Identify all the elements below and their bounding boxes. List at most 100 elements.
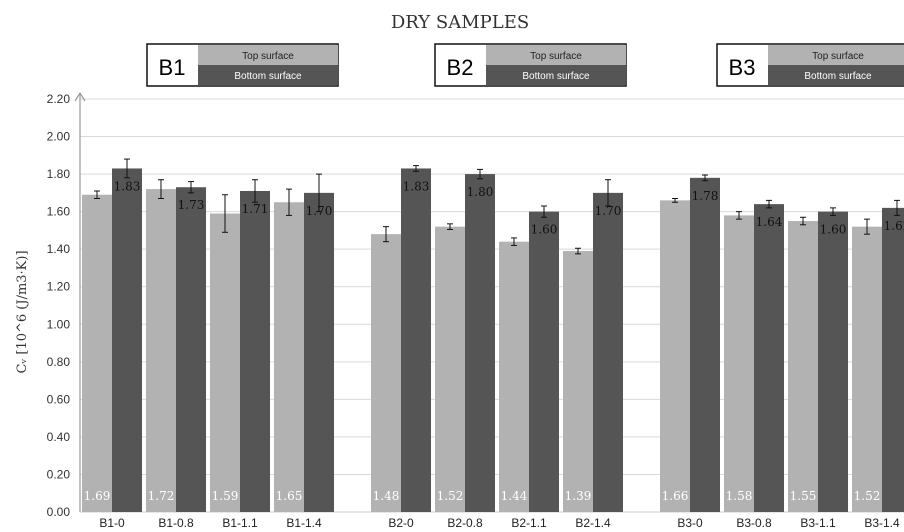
x-tick-label: B3-1.1	[800, 516, 836, 530]
bars: 1.69 1.83 B1-0 1.72 1.73 B1-0.8 1.59 1.71 B1-1.1…	[82, 158, 904, 530]
error-bar	[158, 179, 164, 199]
x-tick-label: B2-1.4	[575, 516, 611, 530]
data-label-top-surface: 1.52	[437, 489, 464, 503]
x-tick-label: B1-0	[99, 516, 125, 530]
legend-swatch-top-surface	[198, 45, 338, 65]
data-label-bottom-surface: 1.60	[820, 223, 847, 237]
data-label-bottom-surface: 1.70	[595, 204, 622, 218]
error-bar	[413, 165, 419, 172]
y-axis: 0.00 0.20 0.40 0.60 0.80 1.00 1.20 1.40 1.60 1.80…	[47, 91, 904, 519]
legend-swatch-top-surface	[768, 45, 904, 65]
bar-top-surface	[435, 226, 465, 512]
legend-label-top-surface: Top surface	[530, 51, 582, 62]
x-tick-label: B2-1.1	[511, 516, 547, 530]
y-tick-label: 2.20	[47, 92, 71, 106]
error-bar	[672, 197, 678, 203]
error-bar	[864, 218, 870, 235]
data-label-top-surface: 1.65	[276, 489, 303, 503]
bar-top-surface	[563, 251, 593, 513]
data-label-bottom-surface: 1.80	[467, 185, 494, 199]
bar-bottom-surface	[529, 211, 559, 513]
data-label-bottom-surface: 1.73	[178, 198, 205, 212]
error-bar	[894, 199, 900, 216]
bar-bottom-surface	[112, 168, 142, 512]
error-bar	[736, 211, 742, 220]
bar-top-surface	[724, 215, 754, 512]
y-tick-label: 2.00	[47, 130, 71, 144]
error-bar	[124, 158, 130, 179]
y-tick-label: 0.20	[47, 467, 71, 481]
bar-bottom-surface	[176, 187, 206, 512]
data-label-bottom-surface: 1.60	[531, 223, 558, 237]
error-bar	[447, 223, 453, 230]
error-bar	[541, 205, 547, 218]
x-tick-label: B3-0	[677, 516, 703, 530]
error-bar	[383, 226, 389, 243]
bar-top-surface	[210, 213, 240, 512]
x-tick-label: B1-1.4	[286, 516, 322, 530]
data-label-bottom-surface: 1.64	[756, 215, 783, 229]
data-label-bottom-surface: 1.71	[242, 202, 269, 216]
bar-top-surface	[788, 221, 818, 513]
legend-swatch-bottom-surface	[486, 65, 626, 85]
x-tick-label: B3-1.4	[864, 516, 900, 530]
data-label-top-surface: 1.52	[854, 489, 881, 503]
error-bar	[316, 173, 322, 213]
error-bar	[94, 190, 100, 199]
error-bar	[511, 237, 517, 246]
legend-swatch-top-surface	[486, 45, 626, 65]
error-bar	[286, 188, 292, 216]
data-label-bottom-surface: 1.78	[692, 189, 719, 203]
x-tick-label: B1-0.8	[158, 516, 194, 530]
error-bar	[252, 179, 258, 203]
y-axis-label: Cᵥ [10^6 (J/m3·K)]	[15, 250, 30, 373]
bar-top-surface	[274, 202, 304, 512]
data-label-top-surface: 1.55	[790, 489, 817, 503]
bar-bottom-surface	[593, 192, 623, 512]
bar-bottom-surface	[882, 207, 904, 512]
data-label-top-surface: 1.72	[148, 489, 175, 503]
y-tick-label: 0.80	[47, 355, 71, 369]
data-label-top-surface: 1.48	[373, 489, 400, 503]
data-label-top-surface: 1.66	[662, 489, 689, 503]
legend-label-bottom-surface: Bottom surface	[804, 71, 872, 82]
y-tick-label: 0.40	[47, 430, 71, 444]
error-bar	[830, 207, 836, 216]
data-label-top-surface: 1.44	[501, 489, 528, 503]
legend-swatch-bottom-surface	[198, 65, 338, 85]
bar-bottom-surface	[818, 211, 848, 513]
legend-b1: B1 Top surface Bottom surface	[146, 43, 339, 87]
bar-bottom-surface	[240, 190, 270, 512]
error-bar	[477, 168, 483, 180]
error-bar	[702, 174, 708, 182]
bar-top-surface	[371, 234, 401, 512]
legend-label-bottom-surface: Bottom surface	[522, 71, 590, 82]
bar-bottom-surface	[754, 204, 784, 513]
bar-top-surface	[499, 241, 529, 512]
legend-group-name: B3	[729, 55, 756, 80]
legend-swatch-bottom-surface	[768, 65, 904, 85]
data-label-bottom-surface: 1.83	[403, 179, 430, 193]
error-bar	[605, 179, 611, 207]
bar-bottom-surface	[401, 168, 431, 512]
data-label-top-surface: 1.58	[726, 489, 753, 503]
legend-group-name: B2	[447, 55, 474, 80]
data-label-top-surface: 1.39	[565, 489, 592, 503]
data-label-top-surface: 1.69	[84, 489, 111, 503]
legend-group-name: B1	[159, 55, 186, 80]
bar-bottom-surface	[465, 174, 495, 512]
legend-label-bottom-surface: Bottom surface	[234, 71, 302, 82]
error-bar	[575, 247, 581, 255]
bar-top-surface	[852, 226, 882, 512]
bar-bottom-surface	[304, 192, 334, 512]
y-axis-arrow	[74, 91, 86, 102]
data-label-top-surface: 1.59	[212, 489, 239, 503]
y-tick-label: 1.20	[47, 280, 71, 294]
error-bar	[766, 199, 772, 209]
data-label-bottom-surface: 1.70	[306, 204, 333, 218]
y-tick-label: 1.00	[47, 317, 71, 331]
chart-title: DRY SAMPLES	[391, 12, 529, 33]
x-tick-label: B2-0	[388, 516, 414, 530]
legend-b3: B3 Top surface Bottom surface	[716, 43, 904, 87]
